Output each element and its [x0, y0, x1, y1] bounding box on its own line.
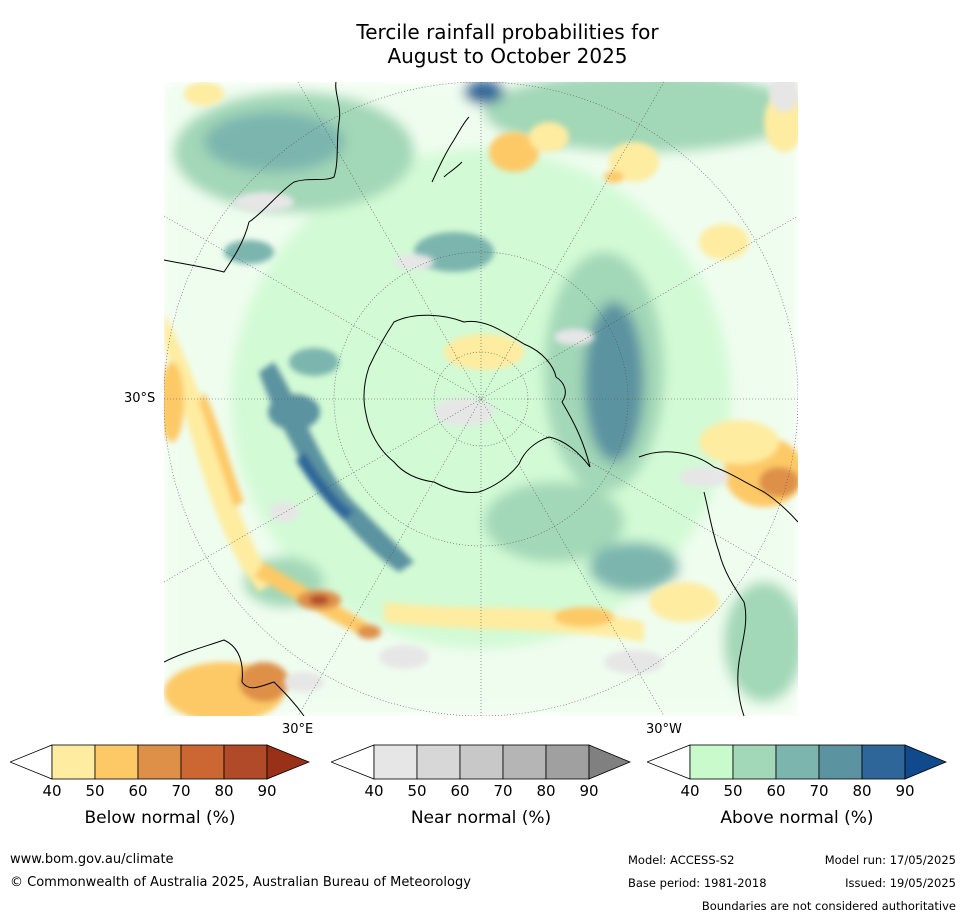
near-tick-50: 50 — [407, 782, 427, 800]
map-title: Tercile rainfall probabilities for Augus… — [0, 20, 965, 68]
latitude-label-30s: 30°S — [124, 391, 156, 406]
copyright-text: © Commonwealth of Australia 2025, Austra… — [10, 875, 471, 890]
longitude-label-30e: 30°E — [282, 722, 314, 737]
near-normal-field — [234, 82, 798, 692]
model-text: Model: ACCESS-S2 — [628, 853, 735, 867]
above-tick-50: 50 — [723, 782, 743, 800]
above-tick-80: 80 — [852, 782, 872, 800]
colorbar-below-svg — [10, 744, 310, 780]
graticule — [164, 82, 798, 716]
colorbar-near-svg — [331, 744, 631, 780]
below-normal-label: Below normal (%) — [84, 808, 236, 828]
africa-coastline — [164, 639, 305, 716]
below-tick-60: 60 — [128, 782, 148, 800]
longitude-label-30w: 30°W — [646, 722, 682, 737]
colorbar-above-normal — [647, 744, 947, 780]
map-canvas — [164, 82, 798, 716]
above-tick-90: 90 — [895, 782, 915, 800]
title-line-2: August to October 2025 — [387, 44, 628, 68]
issued-text: Issued: 19/05/2025 — [845, 876, 956, 890]
polar-rainfall-map — [164, 82, 798, 716]
colorbar-above-svg — [647, 744, 947, 780]
near-tick-80: 80 — [536, 782, 556, 800]
antarctica-coastline — [363, 314, 591, 493]
base-period-text: Base period: 1981-2018 — [628, 876, 767, 890]
near-normal-label: Near normal (%) — [410, 808, 552, 828]
australia-coastline — [164, 82, 341, 273]
below-tick-40: 40 — [42, 782, 62, 800]
below-normal-field — [164, 82, 798, 716]
below-tick-90: 90 — [257, 782, 277, 800]
near-tick-90: 90 — [579, 782, 599, 800]
title-line-1: Tercile rainfall probabilities for — [356, 20, 659, 44]
new-zealand-coastline — [431, 116, 470, 183]
below-tick-80: 80 — [214, 782, 234, 800]
near-tick-40: 40 — [364, 782, 384, 800]
website-link[interactable]: www.bom.gov.au/climate — [10, 852, 174, 867]
colorbar-below-normal — [10, 744, 310, 780]
disclaimer-text: Boundaries are not considered authoritat… — [701, 899, 956, 913]
above-tick-70: 70 — [809, 782, 829, 800]
above-tick-40: 40 — [680, 782, 700, 800]
south-america-coastline — [638, 451, 798, 716]
colorbar-near-normal — [331, 744, 631, 780]
below-tick-70: 70 — [171, 782, 191, 800]
below-tick-50: 50 — [85, 782, 105, 800]
above-normal-label: Above normal (%) — [720, 808, 874, 828]
model-run-text: Model run: 17/05/2025 — [824, 853, 956, 867]
above-tick-60: 60 — [766, 782, 786, 800]
near-tick-60: 60 — [450, 782, 470, 800]
near-tick-70: 70 — [493, 782, 513, 800]
